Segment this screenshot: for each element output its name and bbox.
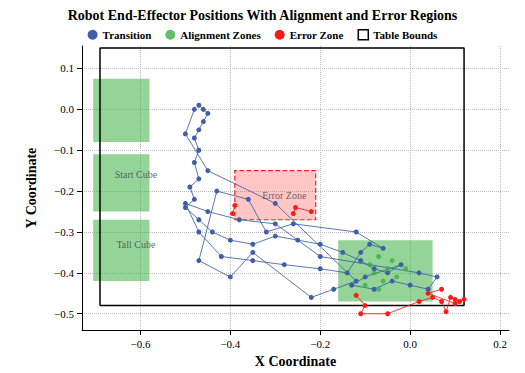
svg-text:−0.2: −0.2 (310, 338, 330, 350)
svg-text:0.1: 0.1 (60, 62, 74, 74)
svg-text:−0.2: −0.2 (54, 185, 74, 197)
svg-text:Robot End-Effector Positions W: Robot End-Effector Positions With Alignm… (68, 8, 458, 23)
svg-text:Error Zone: Error Zone (290, 29, 344, 41)
svg-text:Y Coordinate: Y Coordinate (24, 148, 39, 229)
svg-text:−0.1: −0.1 (54, 144, 74, 156)
svg-text:−0.4: −0.4 (220, 338, 240, 350)
svg-text:Transition: Transition (103, 29, 152, 41)
svg-text:0.2: 0.2 (493, 338, 507, 350)
svg-text:−0.6: −0.6 (130, 338, 150, 350)
svg-text:Table Bounds: Table Bounds (373, 29, 438, 41)
svg-text:−0.4: −0.4 (54, 267, 74, 279)
svg-text:Error Zone: Error Zone (262, 190, 307, 201)
svg-text:0.0: 0.0 (60, 103, 74, 115)
svg-text:−0.5: −0.5 (54, 308, 74, 320)
svg-text:Alignment Zones: Alignment Zones (180, 29, 261, 41)
svg-text:X Coordinate: X Coordinate (255, 354, 336, 369)
svg-text:−0.3: −0.3 (54, 226, 74, 238)
svg-text:Tall Cube: Tall Cube (116, 239, 156, 250)
svg-text:0.0: 0.0 (403, 338, 417, 350)
svg-text:Start Cube: Start Cube (115, 169, 158, 180)
